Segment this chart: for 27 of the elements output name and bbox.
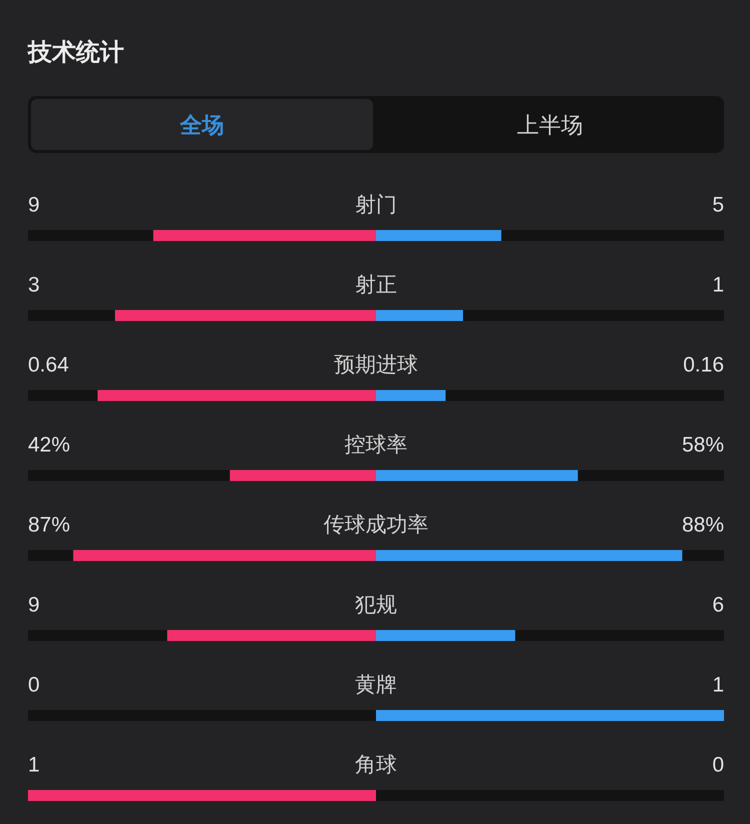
note: 3: [28, 274, 40, 296]
note: 0: [28, 674, 40, 696]
note: 42%: [28, 434, 70, 456]
note: 0: [712, 754, 724, 776]
note: 1: [712, 674, 724, 696]
note: 0.16: [683, 354, 724, 376]
tab-label: 全场: [180, 112, 224, 138]
note: 9: [28, 594, 40, 616]
note: 9: [28, 194, 40, 216]
category-label: 射门: [355, 194, 397, 216]
note: 0.64: [28, 354, 69, 376]
note: 1: [712, 274, 724, 296]
category-label: 预期进球: [334, 354, 418, 376]
category-label: 角球: [355, 754, 397, 776]
tab-label: 上半场: [517, 112, 583, 138]
category-label: 射正: [355, 274, 397, 296]
note: 1: [28, 754, 40, 776]
category-label: 控球率: [344, 434, 408, 456]
note: 6: [712, 594, 724, 616]
title: 技术统计: [28, 39, 124, 66]
note: 58%: [682, 434, 724, 456]
category-label: 犯规: [355, 594, 397, 616]
note: 5: [712, 194, 724, 216]
note: 88%: [682, 514, 724, 536]
note: 87%: [28, 514, 70, 536]
category-label: 传球成功率: [324, 514, 428, 536]
category-label: 黄牌: [355, 674, 397, 696]
